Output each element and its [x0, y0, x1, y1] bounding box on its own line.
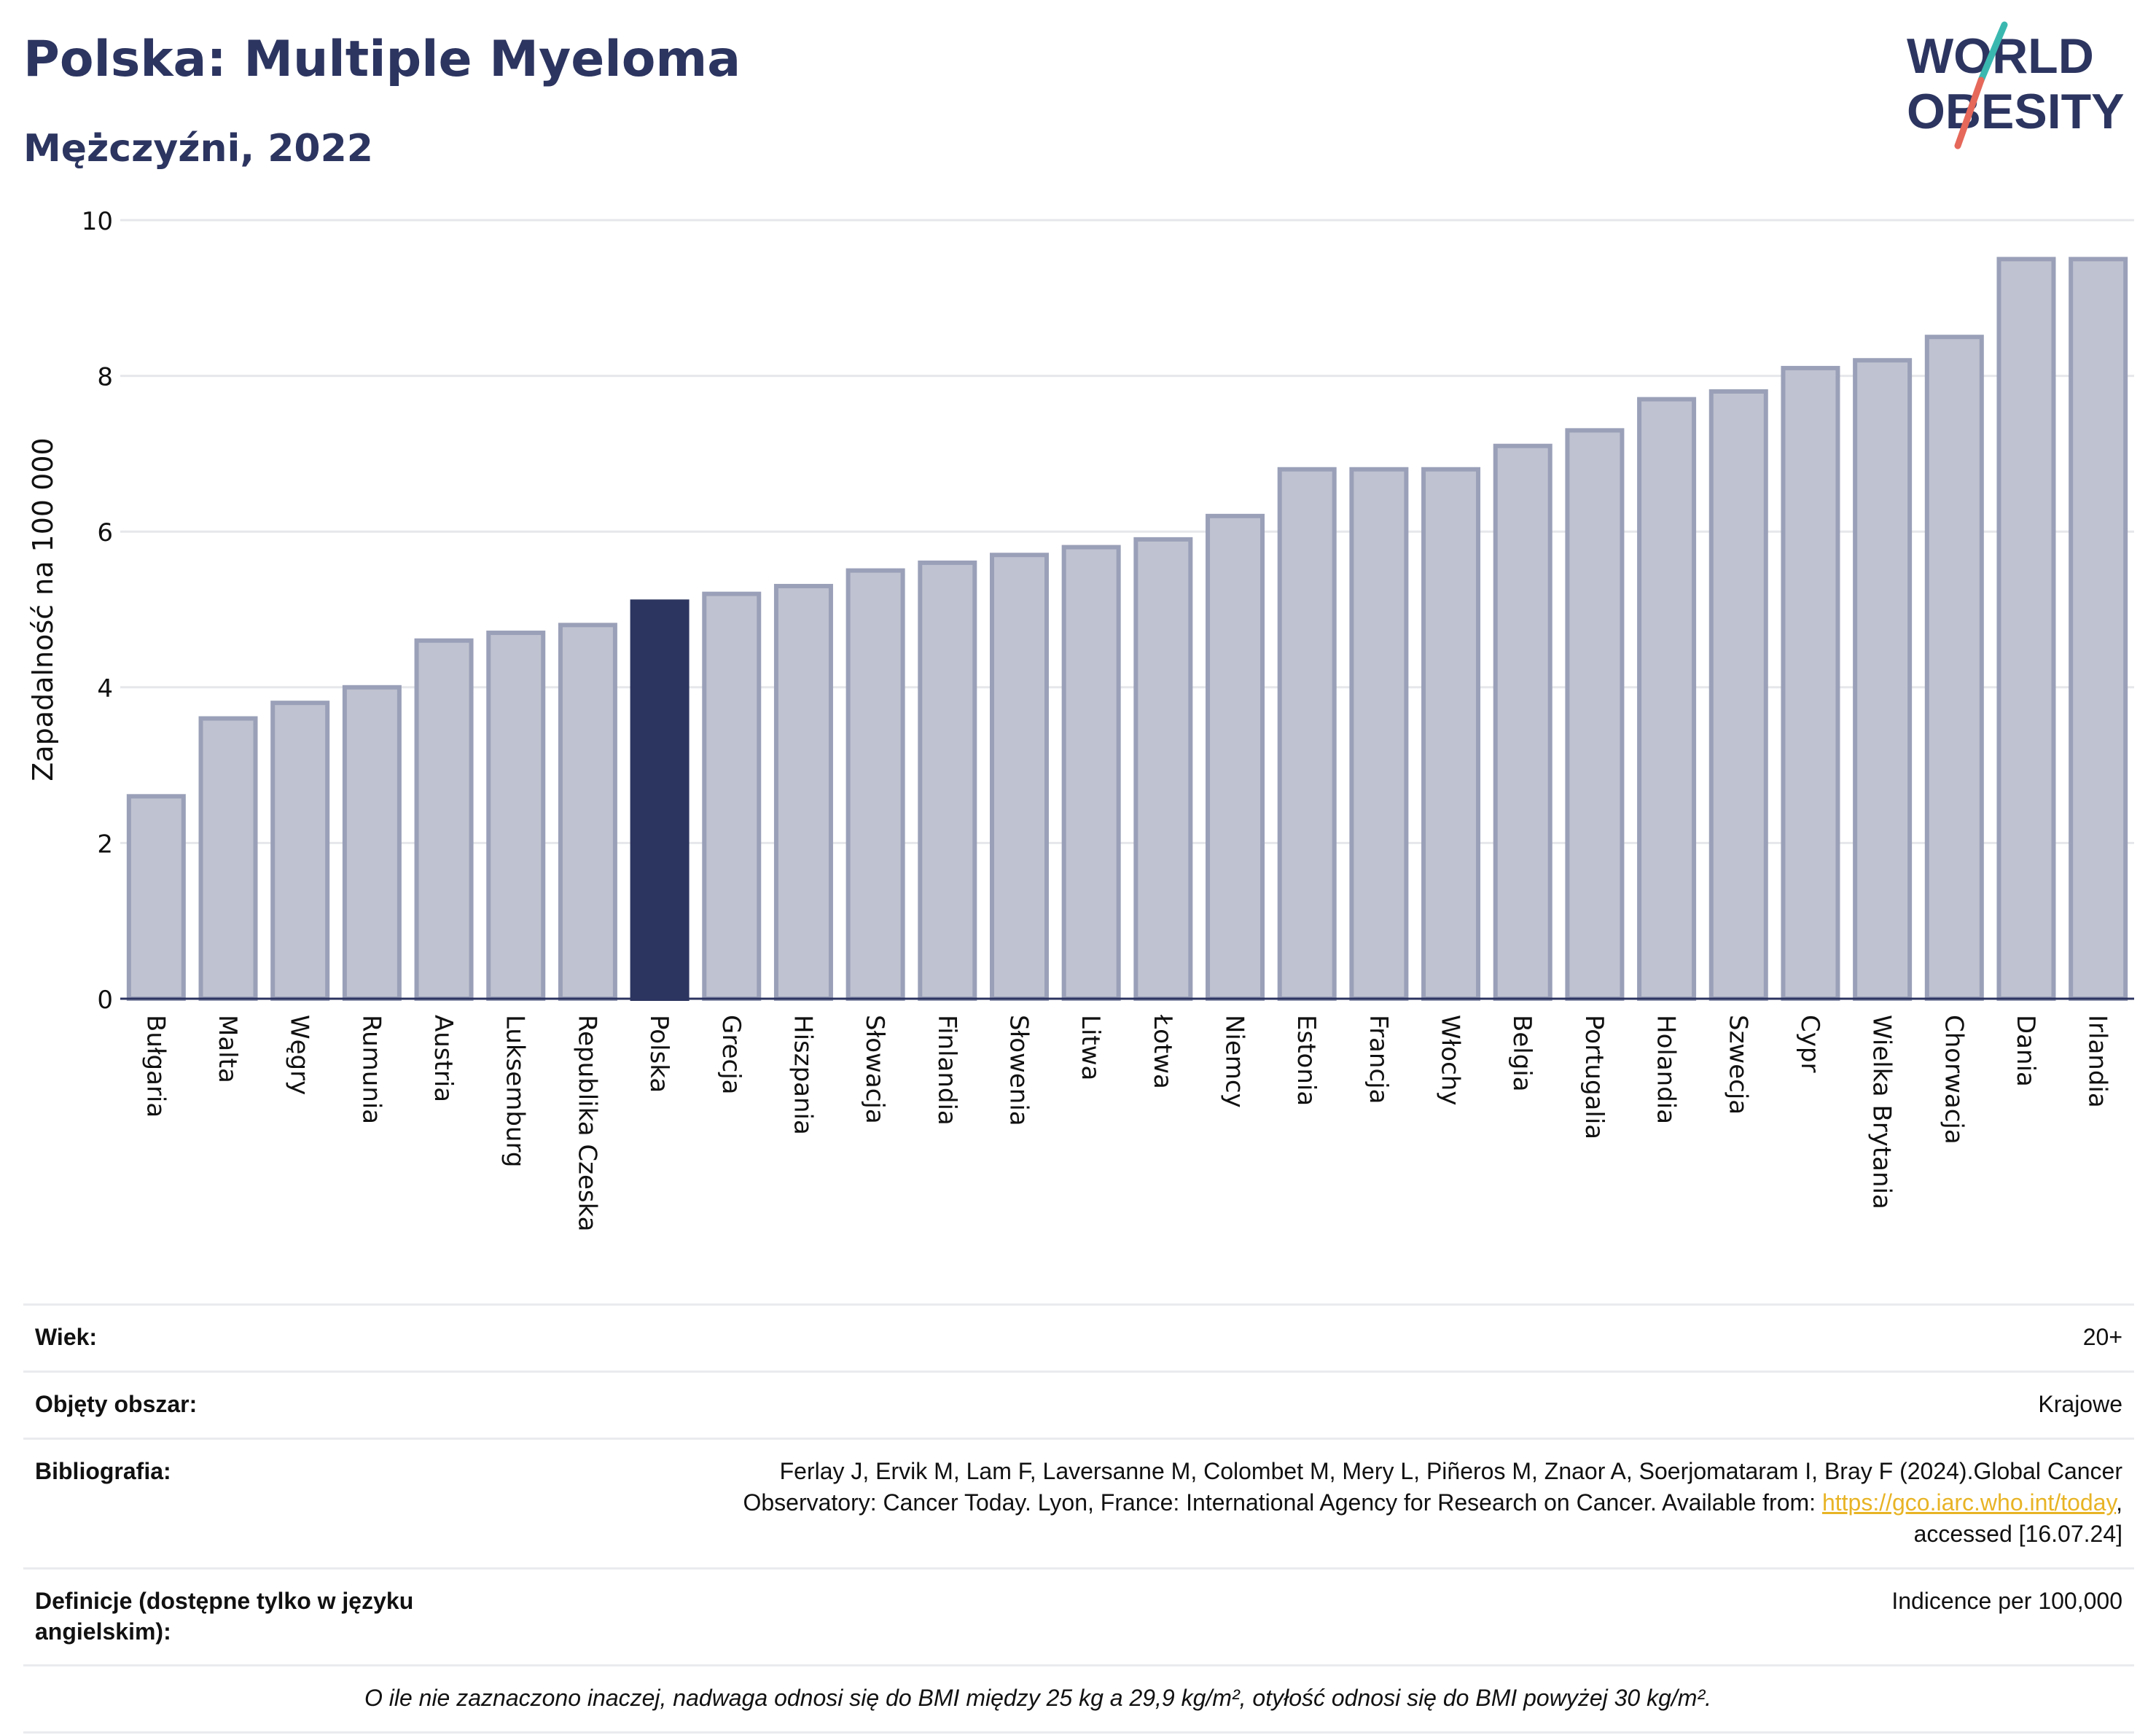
y-tick-labels: 0 2 4 6 8 10	[82, 207, 113, 1015]
x-tick-labels: Bułgaria Malta Węgry Rumunia Austria Luksembu…	[141, 1014, 2112, 1232]
x-tick-label: Węgry	[285, 1015, 314, 1095]
info-row-bibliography: Bibliografia: Ferlay J, Ervik M, Lam F, …	[23, 1438, 2134, 1567]
bar	[1206, 513, 1265, 1001]
y-tick-label: 10	[82, 207, 113, 236]
x-tick-label: Niemcy	[1220, 1015, 1249, 1108]
x-tick-label: Wielka Brytania	[1867, 1015, 1897, 1209]
y-tick-label: 6	[97, 518, 113, 547]
bar	[1133, 537, 1193, 1001]
bars	[126, 257, 2128, 1002]
logo-slash-teal	[1977, 21, 2008, 84]
x-tick-label: Francja	[1364, 1015, 1393, 1104]
x-tick-label: Słowenia	[1004, 1015, 1033, 1126]
age-value: 20+	[2082, 1324, 2122, 1350]
info-row-age: Wiek: 20+	[23, 1303, 2134, 1371]
bar	[198, 716, 258, 1002]
coverage-value: Krajowe	[2038, 1391, 2122, 1417]
bar	[1996, 257, 2056, 1001]
x-tick-label: Austria	[429, 1015, 458, 1102]
x-tick-label: Szwecja	[1723, 1015, 1752, 1115]
world-obesity-logo: WORLD OBESITY	[1907, 21, 2125, 149]
bar	[1349, 467, 1409, 1001]
bibliography-line-2: Observatory: Cancer Today. Lyon, France:…	[743, 1489, 1822, 1516]
footnote: O ile nie zaznaczono inaczej, nadwaga od…	[364, 1685, 1711, 1711]
bar	[773, 583, 833, 1001]
bibliography-line-3: accessed [16.07.24]	[1913, 1521, 2122, 1547]
x-tick-label: Grecja	[716, 1015, 746, 1094]
x-tick-label: Luksemburg	[501, 1015, 530, 1167]
bar	[414, 638, 474, 1001]
x-tick-label: Polska	[644, 1015, 673, 1093]
bibliography-link[interactable]: https://gco.iarc.who.int/today	[1821, 1489, 2117, 1516]
definitions-label: Definicje (dostępne tylko w języku angie…	[35, 1588, 414, 1645]
x-tick-label: Hiszpania	[788, 1015, 817, 1135]
x-tick-label: Łotwa	[1148, 1014, 1177, 1089]
bar	[1565, 428, 1625, 1001]
bar	[1781, 365, 1840, 1002]
bibliography-line-2-end: ,	[2116, 1489, 2122, 1516]
chart-subtitle: Mężczyźni, 2022	[23, 127, 373, 171]
x-tick-label: Litwa	[1076, 1015, 1105, 1080]
bar	[845, 568, 905, 1001]
bar	[702, 591, 762, 1001]
bar-chart: 0 2 4 6 8 10 Bułgaria Malta Węgry Rumunia Austria…	[27, 207, 2134, 1232]
x-tick-label: Słowacja	[860, 1015, 889, 1124]
chart-title: Polska: Multiple Myeloma	[23, 31, 741, 88]
bar	[918, 560, 977, 1001]
info-row-note: O ile nie zaznaczono inaczej, nadwaga od…	[23, 1664, 2134, 1734]
x-tick-label: Finlandia	[932, 1015, 961, 1126]
x-tick-label: Irlandia	[2083, 1015, 2112, 1108]
x-tick-label: Malta	[213, 1015, 242, 1083]
bar	[1708, 389, 1768, 1001]
x-tick-label: Republika Czeska	[572, 1015, 601, 1232]
x-tick-label: Chorwacja	[1939, 1015, 1968, 1145]
bar	[342, 685, 402, 1001]
info-row-coverage: Objęty obszar: Krajowe	[23, 1371, 2134, 1438]
age-label: Wiek:	[35, 1324, 98, 1350]
y-axis-label: Zapadalność na 100 000	[27, 437, 59, 781]
coverage-label: Objęty obszar:	[35, 1391, 198, 1417]
x-tick-label: Belgia	[1507, 1015, 1536, 1092]
x-tick-label: Bułgaria	[141, 1015, 170, 1118]
logo-slash-red	[1954, 77, 1985, 149]
bar	[1924, 335, 1984, 1001]
bibliography-value: Ferlay J, Ervik M, Lam F, Laversanne M, …	[743, 1456, 2122, 1550]
bar	[1853, 358, 1913, 1002]
x-tick-label: Włochy	[1436, 1015, 1465, 1105]
definitions-value: Indicence per 100,000	[1891, 1588, 2122, 1614]
y-tick-label: 0	[97, 986, 113, 1015]
bar	[630, 599, 690, 1001]
bibliography-label: Bibliografia:	[35, 1458, 171, 1484]
bar	[1637, 397, 1697, 1001]
bibliography-line-1: Ferlay J, Ervik M, Lam F, Laversanne M, …	[779, 1458, 2122, 1484]
bar	[270, 701, 330, 1001]
info-row-definitions: Definicje (dostępne tylko w języku angie…	[23, 1567, 2134, 1664]
bar	[1493, 443, 1552, 1002]
bar	[486, 631, 546, 1001]
x-tick-label: Estonia	[1292, 1015, 1321, 1106]
bar	[1061, 545, 1121, 1001]
bar	[989, 553, 1049, 1001]
bar	[126, 794, 186, 1001]
x-tick-label: Holandia	[1652, 1015, 1681, 1124]
x-tick-label: Portugalia	[1579, 1015, 1609, 1139]
y-tick-label: 4	[97, 674, 113, 703]
info-table: Wiek: 20+ Objęty obszar: Krajowe Bibliog…	[23, 1303, 2134, 1734]
bar	[1421, 467, 1481, 1001]
bar	[558, 623, 617, 1001]
bar	[2069, 257, 2128, 1001]
y-tick-label: 8	[97, 363, 113, 392]
logo-text-obesity: OBESITY	[1907, 84, 2125, 139]
x-tick-label: Dania	[2011, 1015, 2040, 1087]
y-tick-label: 2	[97, 830, 113, 859]
x-tick-label: Rumunia	[356, 1015, 386, 1124]
bar	[1277, 467, 1337, 1001]
x-tick-label: Cypr	[1795, 1015, 1824, 1072]
